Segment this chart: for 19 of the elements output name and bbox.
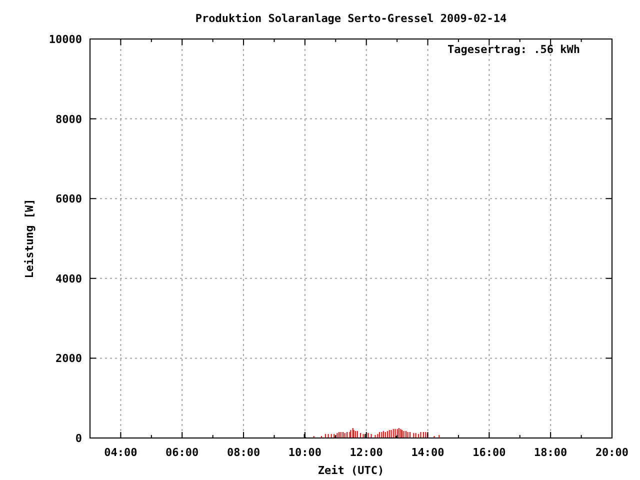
x-tick-label: 06:00 — [166, 446, 199, 459]
y-tick-label: 2000 — [56, 352, 82, 366]
y-axis-title: Leistung [W] — [23, 198, 36, 278]
y-tick-label: 8000 — [56, 112, 82, 126]
x-tick-label: 20:00 — [595, 446, 629, 459]
x-tick-label: 08:00 — [226, 446, 260, 459]
y-tick-label: 6000 — [56, 192, 82, 206]
x-tick-label: 14:00 — [411, 446, 444, 459]
annotation: Tagesertrag: .56 kWh — [448, 43, 580, 56]
x-tick-label: 04:00 — [104, 446, 138, 459]
x-tick-label: 16:00 — [472, 446, 506, 459]
chart-title: Produktion Solaranlage Serto-Gressel 2009-02-14 — [195, 12, 508, 25]
y-tick-label: 0 — [75, 432, 82, 445]
x-tick-label: 18:00 — [534, 446, 568, 459]
y-tick-label: 4000 — [56, 272, 82, 286]
x-tick-label: 10:00 — [288, 446, 322, 459]
x-tick-label: 12:00 — [350, 446, 383, 459]
y-tick-label: 10000 — [48, 33, 82, 46]
x-axis-title: Zeit (UTC) — [318, 464, 384, 477]
